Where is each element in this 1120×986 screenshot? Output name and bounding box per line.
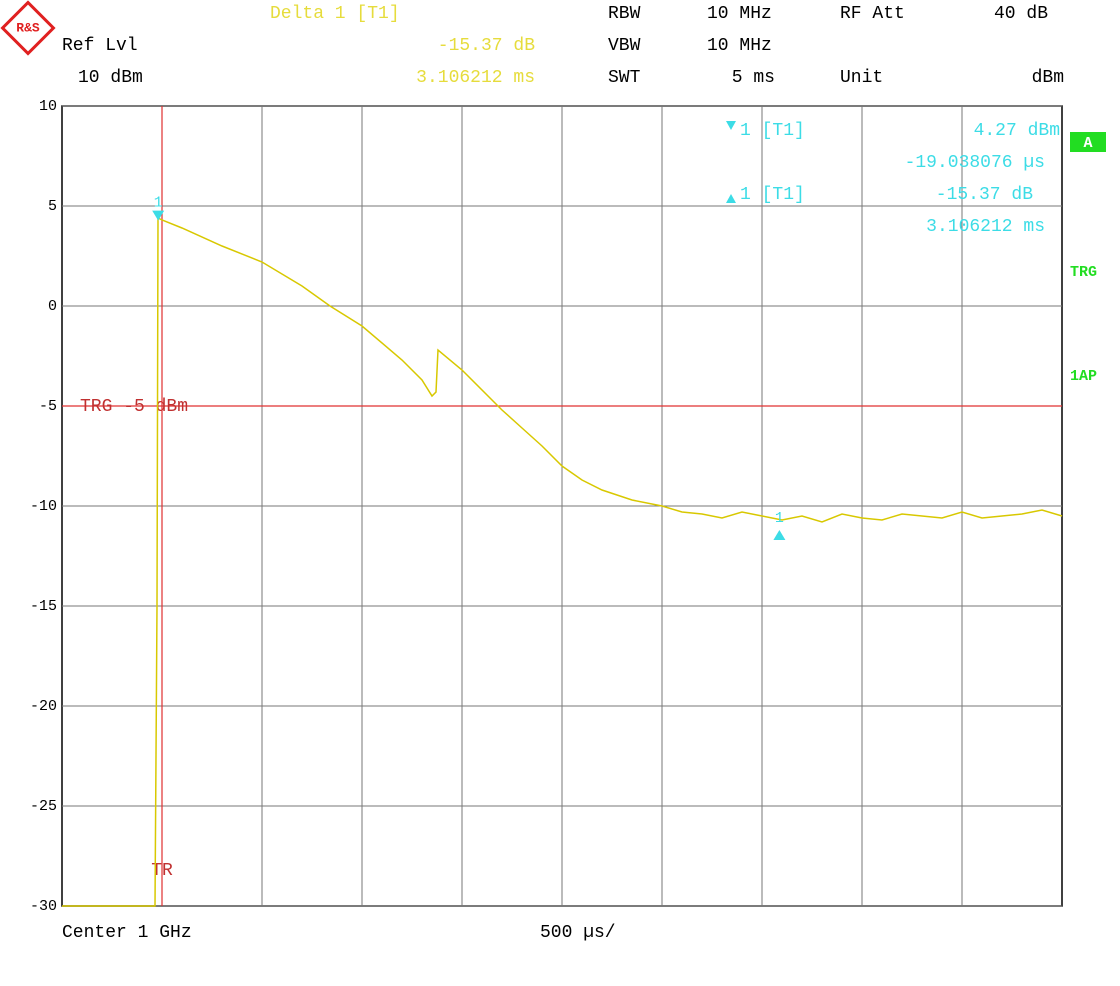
marker-level: 4.27 dBm — [974, 121, 1060, 141]
swt-value: 5 ms — [732, 68, 775, 88]
marker — [773, 530, 786, 540]
marker-label: 1 — [154, 195, 163, 212]
delta-marker-level: -15.37 dB — [936, 185, 1033, 205]
trg-label: TRG — [1070, 264, 1097, 281]
y-tick-label: -20 — [30, 698, 57, 715]
delta-label: Delta 1 [T1] — [270, 4, 400, 24]
trigger-time-label: TR — [151, 861, 173, 881]
rbw: RBW — [608, 4, 641, 24]
y-tick-label: 5 — [48, 198, 57, 215]
marker-name: 1 [T1] — [740, 121, 805, 141]
trace-label: A — [1083, 135, 1092, 152]
y-tick-label: 10 — [39, 98, 57, 115]
marker — [152, 210, 165, 221]
rs-logo: R&S — [0, 0, 56, 56]
y-tick-label: -5 — [39, 398, 57, 415]
trace — [62, 216, 1063, 907]
trigger-level-label: TRG -5 dBm — [80, 397, 188, 417]
delta-name: 1 [T1] — [740, 185, 805, 205]
delta-marker-time: 3.106212 ms — [926, 217, 1045, 237]
ref-value: 10 dBm — [78, 68, 143, 88]
unit: Unit — [840, 68, 883, 88]
vbw: VBW — [608, 36, 641, 56]
vbw-value: 10 MHz — [707, 36, 772, 56]
delta-icon — [726, 194, 736, 203]
svg-text:R&S: R&S — [16, 20, 40, 35]
span-label: 500 µs/ — [540, 923, 616, 943]
unit-value: dBm — [1032, 68, 1064, 88]
rf-att-value: 40 dB — [994, 4, 1048, 24]
marker-label: 1 — [775, 510, 784, 527]
ref-lvl: Ref Lvl — [62, 36, 138, 56]
y-tick-label: -10 — [30, 498, 57, 515]
rf-att: RF Att — [840, 4, 905, 24]
y-tick-label: -25 — [30, 798, 57, 815]
swt: SWT — [608, 68, 641, 88]
marker-time: -19.038076 µs — [905, 153, 1045, 173]
y-tick-label: 0 — [48, 298, 57, 315]
y-tick-label: -30 — [30, 898, 57, 915]
marker-icon — [726, 121, 736, 130]
trace-badge — [1070, 132, 1106, 152]
center-label: Center 1 GHz — [62, 923, 192, 943]
delta-time: 3.106212 ms — [416, 68, 535, 88]
y-tick-label: -15 — [30, 598, 57, 615]
detector-label: 1AP — [1070, 368, 1097, 385]
delta-level: -15.37 dB — [438, 36, 535, 56]
rbw-value: 10 MHz — [707, 4, 772, 24]
